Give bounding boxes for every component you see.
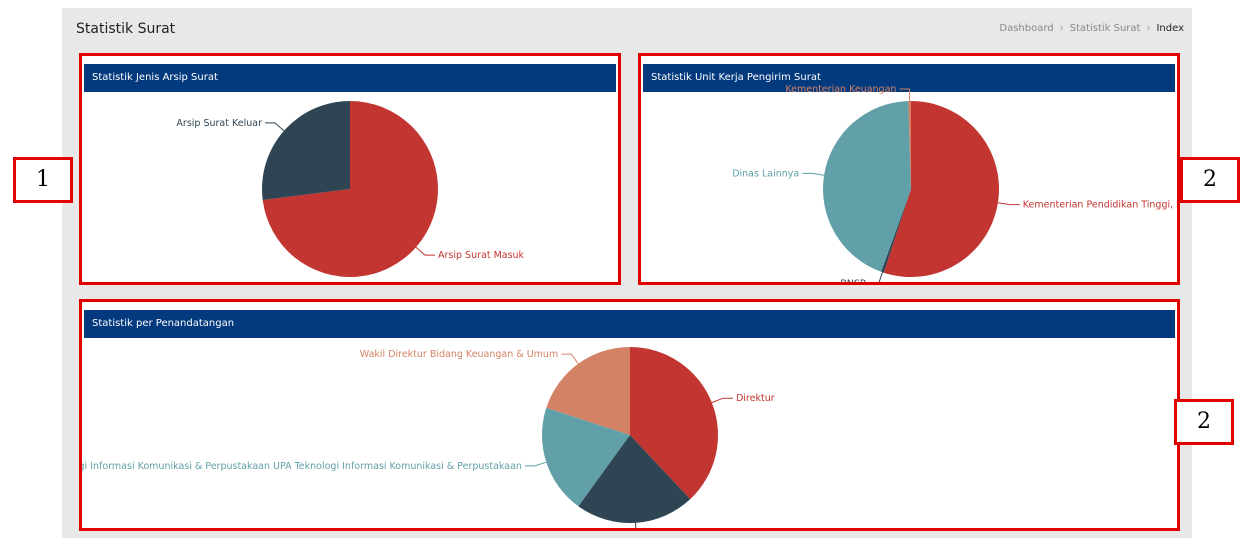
pie-slice[interactable]: [578, 435, 691, 523]
pie-chart-penandatangan: DirekturKa. UPA Teknologi Informasi Komu…: [82, 347, 775, 528]
pie-label: Dinas Lainnya: [732, 168, 799, 179]
callout-2: 2: [1180, 157, 1240, 203]
pie-chart-unit-kerja: Kementerian Pendidikan Tinggi, Sains, BNS…: [732, 84, 1177, 282]
callout-3: 2: [1174, 399, 1234, 445]
breadcrumb: Dashboard › Statistik Surat › Index: [999, 23, 1184, 34]
pie-label-line: [264, 122, 285, 132]
panel-title: Statistik Jenis Arsip Surat: [84, 64, 616, 92]
pie-label-line: [524, 461, 547, 467]
pie-label: Kementerian Pendidikan Tinggi, Sains,: [1023, 200, 1177, 211]
panel-penandatangan: Statistik per Penandatangan DirekturKa. …: [79, 299, 1180, 531]
pie-label: Wakil Direktur Bidang Keuangan & Umum: [360, 349, 558, 360]
pie-label: BNSP: [840, 279, 866, 282]
breadcrumb-index: Index: [1156, 23, 1184, 34]
panel-jenis-arsip: Statistik Jenis Arsip Surat Arsip Surat …: [79, 53, 621, 285]
pie-slice[interactable]: [546, 347, 630, 435]
panel-unit-kerja: Statistik Unit Kerja Pengirim Surat Keme…: [638, 53, 1180, 285]
pie-slice[interactable]: [630, 347, 719, 500]
panel-title: Statistik per Penandatangan: [84, 310, 1175, 338]
pie-label-line: [802, 172, 825, 176]
pie-label-line: [711, 397, 733, 404]
pie-label: UPA Teknologi Informasi Komunikasi & Per…: [82, 461, 522, 472]
pie-label-line: [635, 522, 637, 528]
callout-1: 1: [13, 157, 73, 203]
pie-slice[interactable]: [881, 189, 911, 273]
pie-label-line: [561, 353, 579, 365]
panel-title: Statistik Unit Kerja Pengirim Surat: [643, 64, 1175, 92]
pie-label-line: [899, 88, 911, 102]
pie-label: Direktur: [736, 393, 775, 404]
pie-label-line: [878, 272, 883, 282]
pie-chart-jenis-arsip: Arsip Surat Masuk Arsip Surat Keluar: [176, 101, 525, 277]
pie-slice[interactable]: [908, 101, 911, 189]
pie-slice[interactable]: [542, 407, 630, 507]
breadcrumb-dashboard[interactable]: Dashboard: [999, 23, 1054, 34]
breadcrumb-separator: ›: [1059, 23, 1064, 34]
pie-slice[interactable]: [883, 101, 999, 277]
pie-label-line: [415, 246, 436, 256]
pie-label-line: [997, 202, 1020, 206]
pie-slice[interactable]: [823, 101, 911, 272]
breadcrumb-separator: ›: [1146, 23, 1151, 34]
pie-label: Kementerian Keuangan: [785, 84, 896, 95]
pie-label: Arsip Surat Masuk: [438, 250, 525, 261]
pie-slice[interactable]: [262, 101, 438, 277]
breadcrumb-statistik-surat[interactable]: Statistik Surat: [1069, 23, 1141, 34]
pie-slice[interactable]: [262, 101, 350, 201]
pie-label: Arsip Surat Keluar: [176, 118, 262, 129]
page-title: Statistik Surat: [76, 21, 176, 37]
